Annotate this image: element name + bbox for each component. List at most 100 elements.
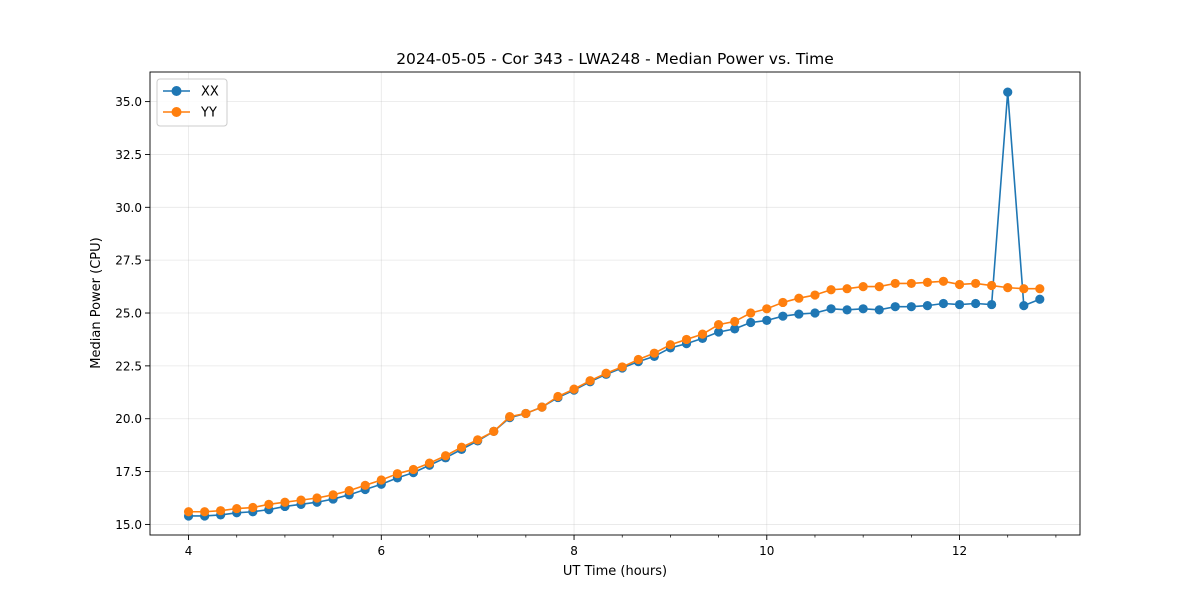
data-point-xx xyxy=(842,305,852,315)
data-point-yy xyxy=(489,426,499,437)
data-point-yy xyxy=(665,340,676,350)
data-point-yy xyxy=(296,495,306,505)
data-point-yy xyxy=(521,408,531,419)
data-point-xx xyxy=(922,301,933,311)
data-point-yy xyxy=(858,281,868,292)
x-tick-label: 6 xyxy=(377,544,385,558)
axis-layer: 4 6 8 10 12 15.0 17.5 20.0 22.5 25.0 27.5 30.0 32.5 3… xyxy=(115,95,1057,558)
y-tick-label: 35.0 xyxy=(115,95,142,109)
data-point-yy xyxy=(328,490,338,500)
data-point-xx xyxy=(858,304,868,314)
data-point-xx xyxy=(971,298,981,309)
data-point-yy xyxy=(826,285,836,295)
data-point-yy xyxy=(232,503,242,514)
data-point-yy xyxy=(890,278,900,289)
x-tick-label: 4 xyxy=(185,544,193,558)
legend: XX YY xyxy=(156,78,228,127)
data-point-xx xyxy=(938,298,949,309)
x-axis-label: UT Time (hours) xyxy=(563,564,667,579)
data-point-yy xyxy=(1003,283,1013,293)
data-point-yy xyxy=(264,499,274,509)
data-point-yy xyxy=(456,442,467,452)
data-point-yy xyxy=(810,290,820,300)
data-point-xx xyxy=(826,304,836,314)
y-tick-label: 27.5 xyxy=(115,254,142,268)
data-point-yy xyxy=(376,475,386,485)
legend-marker-xx xyxy=(171,86,182,96)
legend-marker-yy xyxy=(171,107,182,117)
data-point-yy xyxy=(200,507,210,517)
data-point-yy xyxy=(762,304,772,314)
data-point-xx xyxy=(762,315,772,326)
data-point-yy xyxy=(280,497,290,507)
data-point-yy xyxy=(216,506,226,516)
data-point-yy xyxy=(954,279,965,290)
data-point-yy xyxy=(922,277,933,287)
y-tick-label: 22.5 xyxy=(115,359,142,373)
x-tick-label: 10 xyxy=(759,544,774,558)
data-point-xx xyxy=(730,324,740,334)
grid-layer xyxy=(150,72,1080,535)
data-point-yy xyxy=(617,362,627,372)
x-tick-label: 12 xyxy=(952,544,967,558)
data-point-xx xyxy=(1035,294,1045,304)
legend-label-yy: YY xyxy=(200,106,217,121)
data-point-yy xyxy=(906,278,916,289)
y-tick-label: 30.0 xyxy=(115,201,142,215)
data-point-yy xyxy=(360,480,370,490)
data-point-xx xyxy=(714,327,724,337)
y-tick-label: 17.5 xyxy=(115,465,142,479)
data-point-yy xyxy=(183,507,194,517)
data-point-xx xyxy=(810,308,820,318)
data-point-xx xyxy=(890,302,900,312)
data-point-yy xyxy=(344,486,354,496)
data-point-xx xyxy=(1019,301,1029,311)
data-point-yy xyxy=(938,276,949,286)
series-layer xyxy=(183,87,1045,521)
y-tick-label: 15.0 xyxy=(115,518,142,532)
data-point-yy xyxy=(248,502,258,513)
data-point-yy xyxy=(874,281,884,292)
data-point-yy xyxy=(649,348,659,358)
data-point-yy xyxy=(473,435,483,445)
data-point-xx xyxy=(778,311,788,321)
data-point-yy xyxy=(424,458,435,468)
data-point-yy xyxy=(537,402,547,412)
data-point-yy xyxy=(746,308,756,318)
data-point-yy xyxy=(987,280,997,291)
data-point-yy xyxy=(505,412,515,422)
data-point-xx xyxy=(794,309,804,319)
y-axis-label: Median Power (CPU) xyxy=(89,237,104,368)
legend-label-xx: XX xyxy=(201,85,219,100)
data-point-yy xyxy=(1035,284,1045,294)
data-point-xx xyxy=(906,302,916,312)
data-point-xx xyxy=(1003,87,1013,97)
data-point-yy xyxy=(408,464,418,475)
data-point-yy xyxy=(697,329,708,339)
data-point-yy xyxy=(633,354,643,365)
data-point-yy xyxy=(778,297,788,308)
data-point-yy xyxy=(312,493,322,503)
data-point-yy xyxy=(971,278,981,289)
data-point-yy xyxy=(392,469,402,479)
data-point-xx xyxy=(954,299,965,310)
data-point-yy xyxy=(794,293,804,303)
data-point-yy xyxy=(1019,284,1029,294)
data-point-yy xyxy=(585,376,595,386)
data-point-yy xyxy=(730,316,740,327)
data-point-yy xyxy=(601,368,611,378)
data-point-yy xyxy=(681,334,692,345)
x-tick-label: 8 xyxy=(570,544,578,558)
data-point-xx xyxy=(746,317,756,328)
data-point-yy xyxy=(553,391,563,402)
data-point-yy xyxy=(440,451,451,461)
y-tick-label: 20.0 xyxy=(115,412,142,426)
y-tick-label: 25.0 xyxy=(115,307,142,321)
data-point-xx xyxy=(987,299,997,310)
data-point-yy xyxy=(714,320,724,330)
y-tick-label: 32.5 xyxy=(115,148,142,162)
chart-title: 2024-05-05 - Cor 343 - LWA248 - Median P… xyxy=(396,50,834,68)
data-point-yy xyxy=(842,284,852,294)
plot-frame xyxy=(149,71,1081,536)
